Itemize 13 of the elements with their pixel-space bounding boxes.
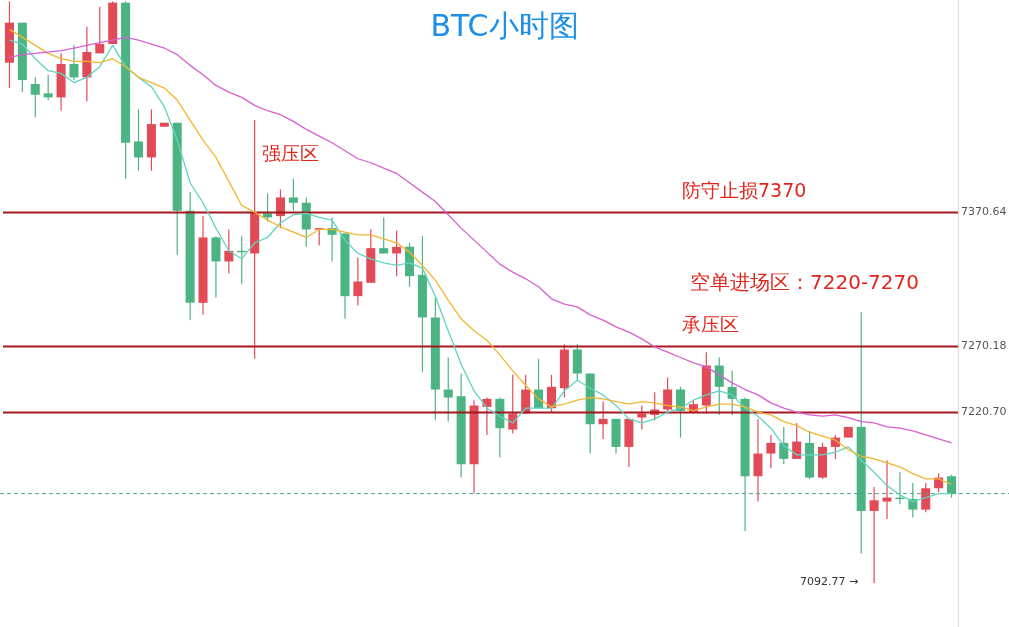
annotation: 防守止损7370 <box>682 178 807 201</box>
candlestick <box>211 236 221 298</box>
candlestick <box>753 418 763 502</box>
annotation: 强压区 <box>262 141 319 164</box>
y-tick-label: 7220.70 <box>961 405 1007 419</box>
annotation: 承压区 <box>682 312 739 335</box>
candlestick <box>882 460 892 519</box>
chart-title: BTC小时图 <box>429 7 580 45</box>
y-tick-label: 7270.18 <box>961 339 1007 353</box>
y-tick-label: 7370.64 <box>961 205 1007 219</box>
annotation: 空单进场区：7220-7270 <box>690 270 920 295</box>
candlestick <box>69 45 79 81</box>
annotation: 7092.77 → <box>800 574 859 588</box>
